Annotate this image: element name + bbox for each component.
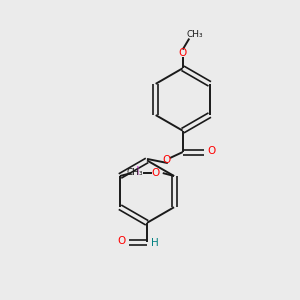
Text: I: I (136, 165, 140, 178)
Text: O: O (117, 236, 125, 246)
Text: CH₃: CH₃ (187, 30, 203, 39)
Text: O: O (207, 146, 216, 156)
Text: O: O (162, 154, 170, 164)
Text: CH₃: CH₃ (127, 168, 143, 177)
Text: H: H (152, 238, 159, 248)
Text: O: O (152, 168, 160, 178)
Text: O: O (178, 48, 187, 59)
